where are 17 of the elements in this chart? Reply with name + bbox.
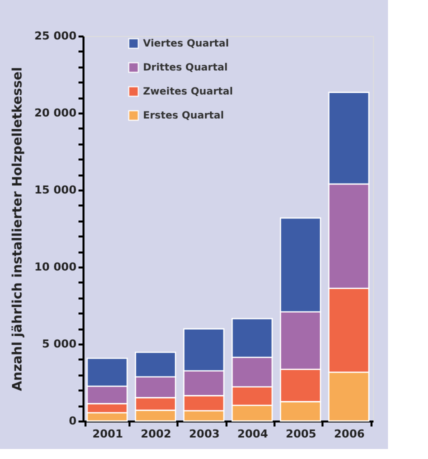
x-tick-label: 2001 [92, 428, 123, 440]
legend-label: Erstes Quartal [143, 110, 224, 122]
x-tick-label: 2002 [140, 428, 172, 440]
y-tick-label: 20 000 [34, 106, 77, 120]
y-axis-title: Anzahl jährlich installierter Holzpelletkessel [10, 67, 26, 391]
legend-label: Viertes Quartal [143, 38, 229, 50]
x-tick-label: 2005 [286, 428, 316, 440]
x-tick-label: 2004 [237, 428, 268, 440]
x-tick-label: 2006 [334, 428, 365, 440]
y-tick-label: 25 000 [34, 30, 77, 42]
y-tick-label: 5 000 [42, 338, 77, 350]
x-tick-label: 2003 [189, 428, 220, 440]
y-tick-label: 0 [68, 414, 77, 428]
y-tick-label: 10 000 [34, 260, 77, 274]
legend-label: Zweites Quartal [143, 86, 233, 98]
legend-label: Drittes Quartal [143, 62, 228, 74]
y-tick-label: 15 000 [34, 184, 77, 196]
